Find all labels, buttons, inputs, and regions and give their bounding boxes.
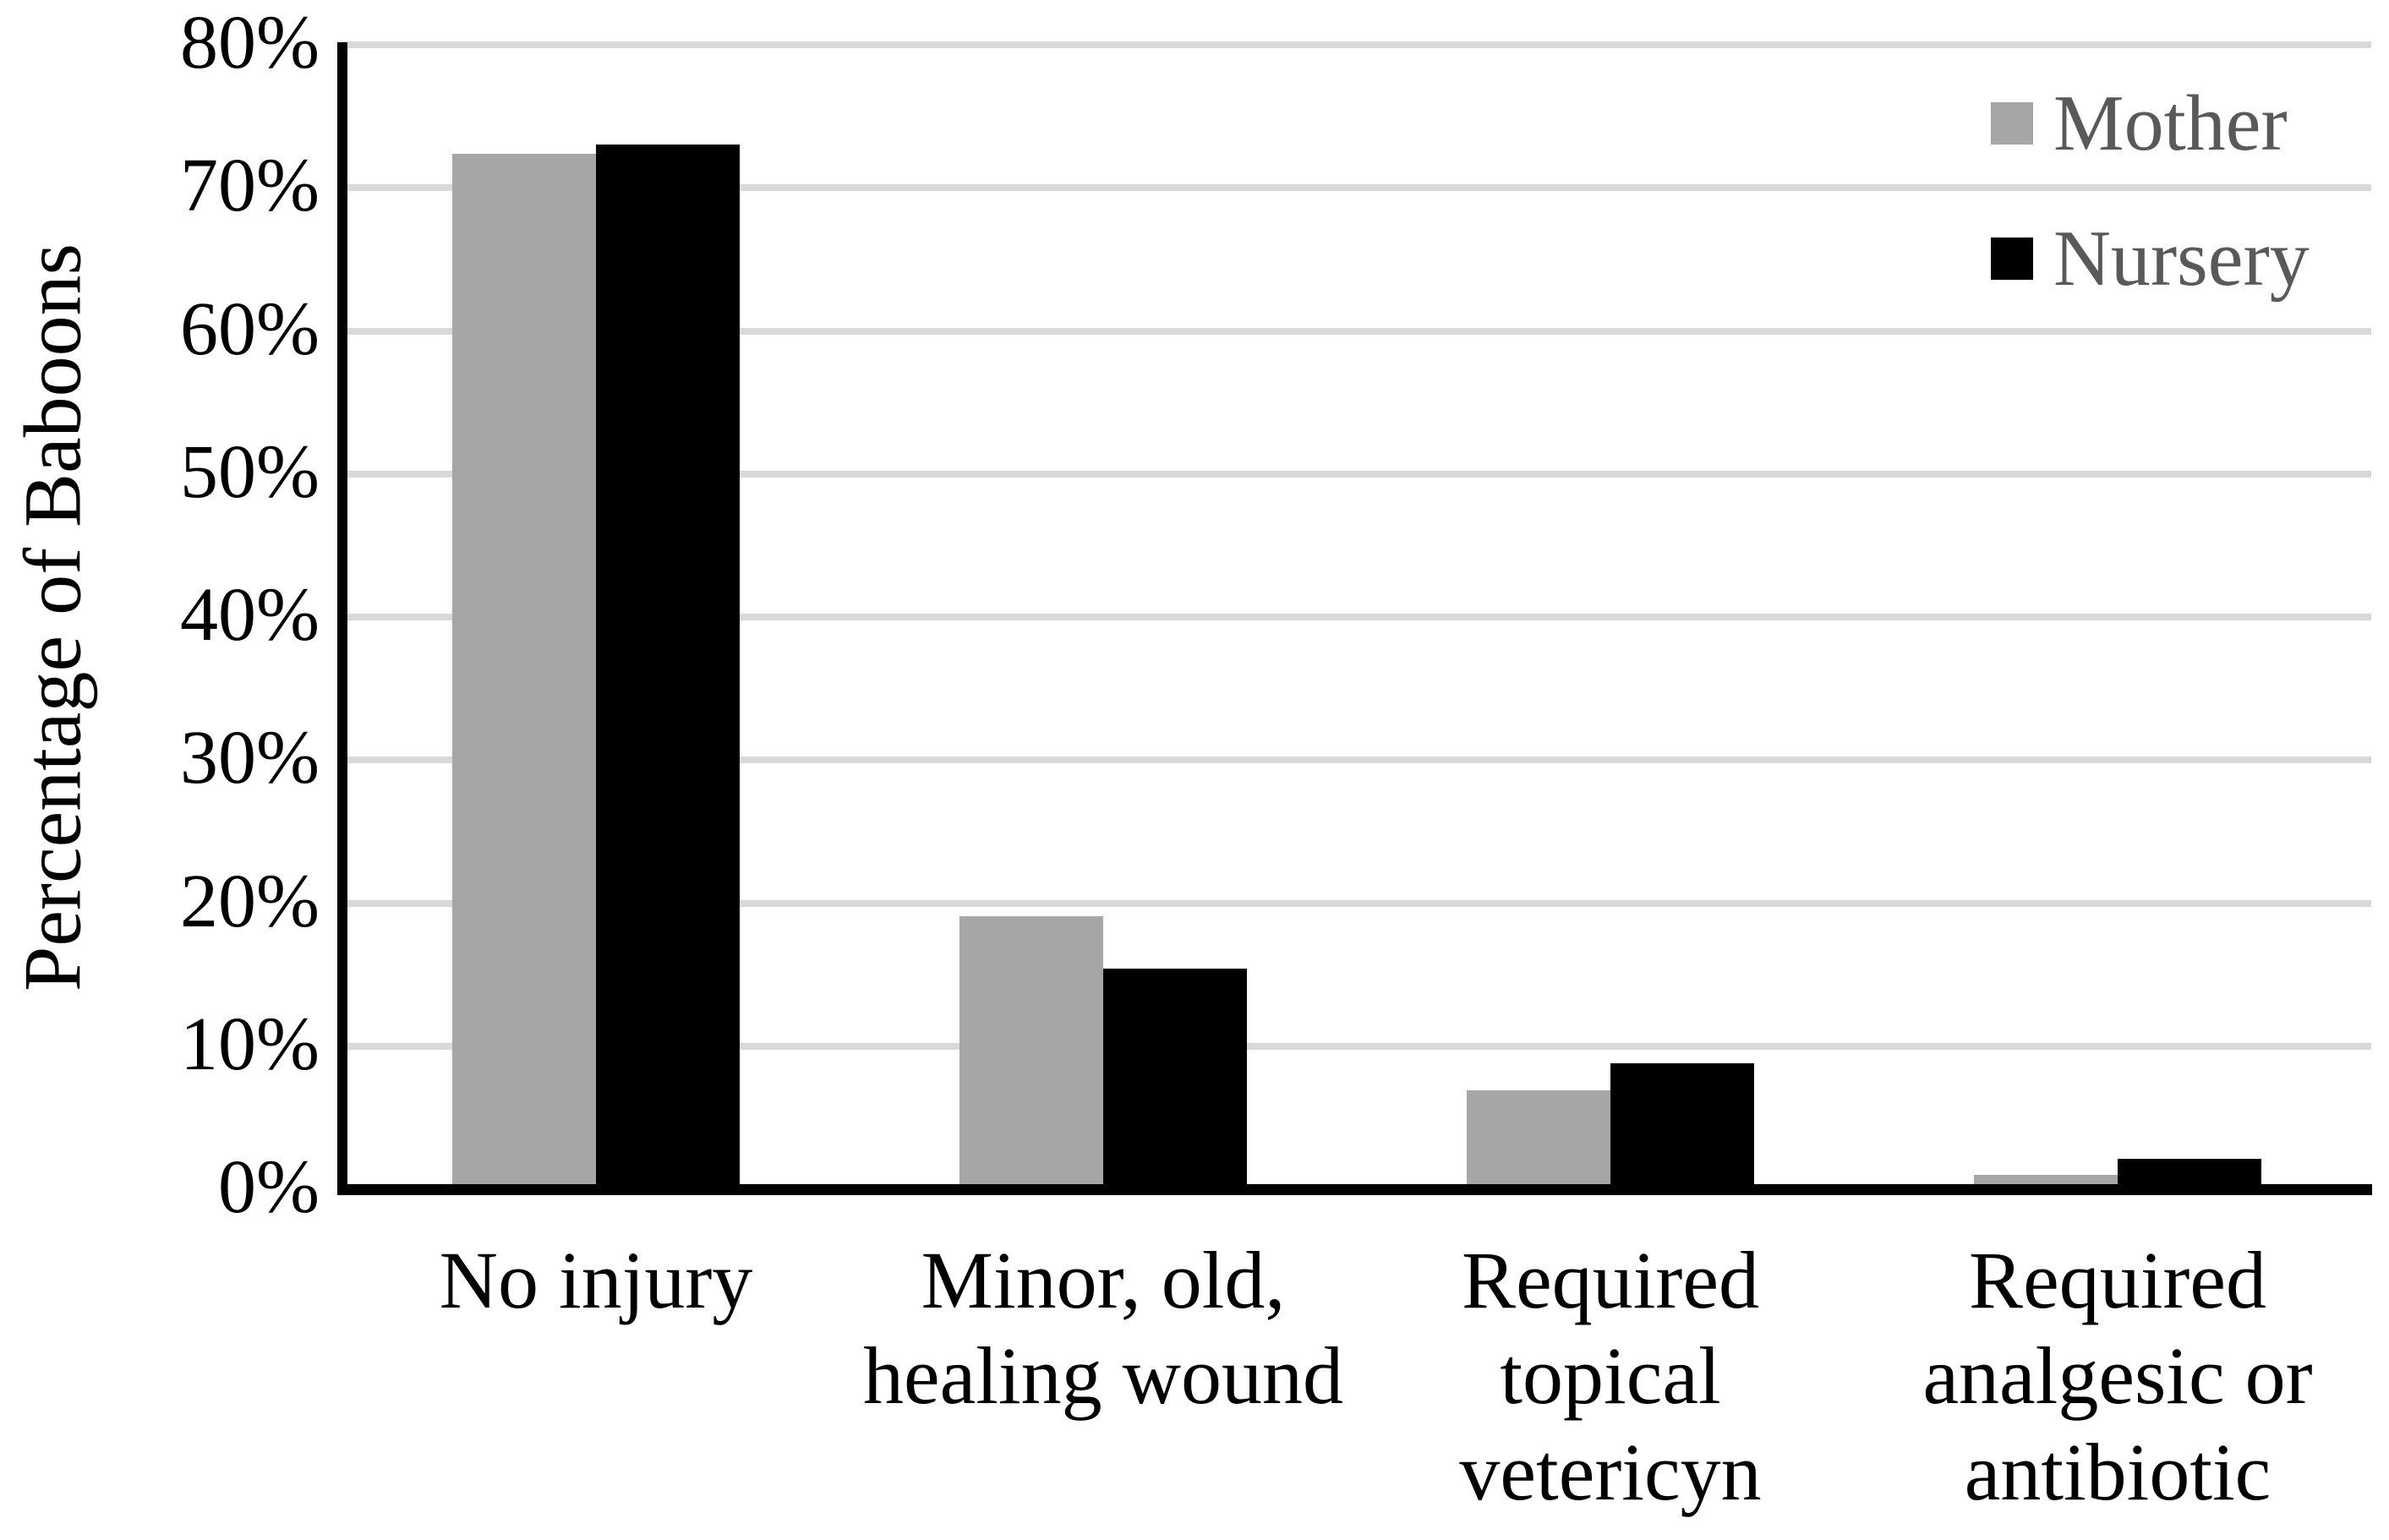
x-category-label-line: healing wound	[863, 1330, 1343, 1422]
x-category-label-3: Required analgesic or antibiotic	[1864, 1232, 2371, 1520]
x-category-label-line: Minor, old,	[921, 1235, 1286, 1325]
x-category-label-line: topical	[1500, 1330, 1721, 1422]
x-category-label-line: analgesic or	[1922, 1330, 2313, 1422]
legend-label-mother: Mother	[2053, 79, 2288, 167]
y-tick-label-70: 70%	[180, 144, 320, 228]
y-tick-label-80: 80%	[180, 1, 320, 85]
gridline-20	[342, 899, 2371, 907]
x-category-label-0: No injury	[342, 1232, 850, 1328]
y-tick-label-0: 0%	[218, 1145, 320, 1230]
bar-mother-0	[452, 153, 596, 1189]
bar-nursery-1	[1103, 969, 1247, 1189]
legend-swatch-mother	[1991, 102, 2033, 145]
gridline-30	[342, 756, 2371, 764]
x-axis-line	[337, 1184, 2372, 1195]
legend-label-nursery: Nursery	[2053, 215, 2310, 303]
x-category-label-line: No injury	[439, 1235, 753, 1325]
x-category-label-2: Required topical vetericyn	[1357, 1232, 1864, 1520]
y-tick-label-50: 50%	[180, 429, 320, 514]
legend: Mother Nursery	[1991, 78, 2310, 304]
legend-item-mother: Mother	[1991, 78, 2310, 169]
y-tick-label-30: 30%	[180, 716, 320, 800]
x-category-label-line: vetericyn	[1459, 1426, 1762, 1517]
plot-area	[342, 41, 2371, 1189]
bar-nursery-0	[596, 145, 740, 1189]
bar-mother-1	[959, 915, 1103, 1189]
y-tick-label-20: 20%	[180, 859, 320, 943]
x-category-label-line: Required	[1462, 1235, 1759, 1325]
y-tick-label-10: 10%	[180, 1002, 320, 1086]
y-tick-label-40: 40%	[180, 573, 320, 658]
bar-mother-2	[1467, 1090, 1610, 1189]
gridline-60	[342, 327, 2371, 335]
gridline-70	[342, 184, 2371, 192]
x-category-label-line: antibiotic	[1964, 1426, 2271, 1517]
gridline-10	[342, 1042, 2371, 1050]
gridline-40	[342, 614, 2371, 620]
x-category-label-line: Required	[1969, 1235, 2266, 1325]
bar-nursery-2	[1610, 1063, 1754, 1189]
y-tick-label-60: 60%	[180, 287, 320, 371]
gridline-80	[342, 41, 2371, 48]
gridline-50	[342, 470, 2371, 478]
legend-item-nursery: Nursery	[1991, 213, 2310, 304]
x-category-label-1: Minor, old, healing wound	[850, 1232, 1357, 1424]
y-axis-line	[337, 42, 347, 1194]
legend-swatch-nursery	[1991, 238, 2033, 280]
